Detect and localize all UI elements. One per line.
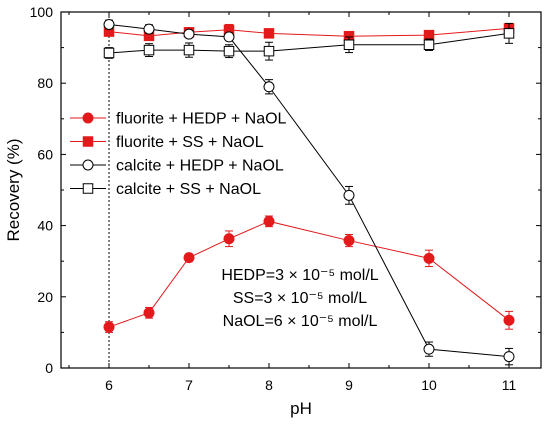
point-marker <box>82 136 94 147</box>
point-marker <box>503 28 515 39</box>
legend-item: fluorite + SS + NaOL <box>70 134 264 151</box>
point-marker <box>103 321 115 333</box>
x-tick-label: 8 <box>265 377 273 393</box>
legend-item: fluorite + HEDP + NaOL <box>70 111 287 128</box>
series-line <box>108 27 510 37</box>
series-line <box>108 23 510 358</box>
point-marker <box>82 159 94 171</box>
point-marker <box>263 28 275 39</box>
series-group <box>103 215 515 333</box>
point-marker <box>343 189 355 201</box>
series-group <box>103 18 515 366</box>
x-tick-label: 10 <box>421 377 437 393</box>
series-group <box>103 22 515 61</box>
point-marker <box>143 23 155 35</box>
series-layer <box>103 18 515 366</box>
point-marker <box>423 29 435 41</box>
x-tick-label: 6 <box>105 377 113 393</box>
legend-item: calcite + SS + NaOL <box>70 181 261 198</box>
series-line <box>108 32 510 54</box>
point-marker <box>223 45 235 57</box>
y-tick-label: 40 <box>37 218 53 234</box>
point-marker <box>423 343 435 355</box>
ticks-layer: 6 7 8 9 10 11 0 20 40 60 80 100 <box>30 4 541 393</box>
point-marker <box>143 44 155 56</box>
y-tick-label: 60 <box>37 146 53 162</box>
point-marker <box>103 18 115 30</box>
legend-label: calcite + SS + NaOL <box>116 181 261 198</box>
point-marker <box>423 39 435 51</box>
annotation-line: HEDP=3 × 10⁻⁵ mol/L <box>221 267 378 284</box>
x-tick-label: 11 <box>502 377 517 393</box>
point-marker <box>223 31 235 43</box>
legend: fluorite + HEDP + NaOL fluorite + SS + Na… <box>70 111 287 198</box>
plot-area-layer: 6 7 8 9 10 11 0 20 40 60 80 100 <box>30 4 542 393</box>
point-marker <box>183 44 195 56</box>
point-marker <box>103 47 115 59</box>
x-axis-title: pH <box>290 399 312 418</box>
annotation-block: HEDP=3 × 10⁻⁵ mol/L SS=3 × 10⁻⁵ mol/L NaOL… <box>221 267 378 330</box>
point-marker <box>183 252 195 264</box>
point-marker <box>183 28 195 40</box>
x-tick-label: 7 <box>185 377 193 393</box>
point-marker <box>263 215 275 227</box>
point-marker <box>223 233 235 245</box>
x-tick-label: 9 <box>345 377 353 393</box>
annotation-line: NaOL=6 × 10⁻⁵ mol/L <box>223 313 378 330</box>
point-marker <box>503 314 515 326</box>
point-marker <box>82 183 94 194</box>
legend-label: fluorite + SS + NaOL <box>116 134 264 151</box>
y-tick-label: 100 <box>30 4 54 20</box>
point-marker <box>82 112 94 124</box>
legend-label: calcite + HEDP + NaOL <box>116 158 284 175</box>
point-marker <box>343 39 355 51</box>
legend-item: calcite + HEDP + NaOL <box>70 158 284 175</box>
legend-label: fluorite + HEDP + NaOL <box>116 111 287 128</box>
y-tick-label: 80 <box>37 75 53 91</box>
y-tick-label: 20 <box>37 289 53 305</box>
point-marker <box>343 235 355 247</box>
series-line <box>108 220 510 328</box>
point-marker <box>423 252 435 264</box>
y-tick-label: 0 <box>45 360 53 376</box>
point-marker <box>503 351 515 363</box>
point-marker <box>143 307 155 319</box>
series-group <box>103 23 515 42</box>
annotation-line: SS=3 × 10⁻⁵ mol/L <box>233 290 367 307</box>
point-marker <box>263 81 275 93</box>
y-axis-title: Recovery (%) <box>4 139 23 242</box>
point-marker <box>263 45 275 57</box>
